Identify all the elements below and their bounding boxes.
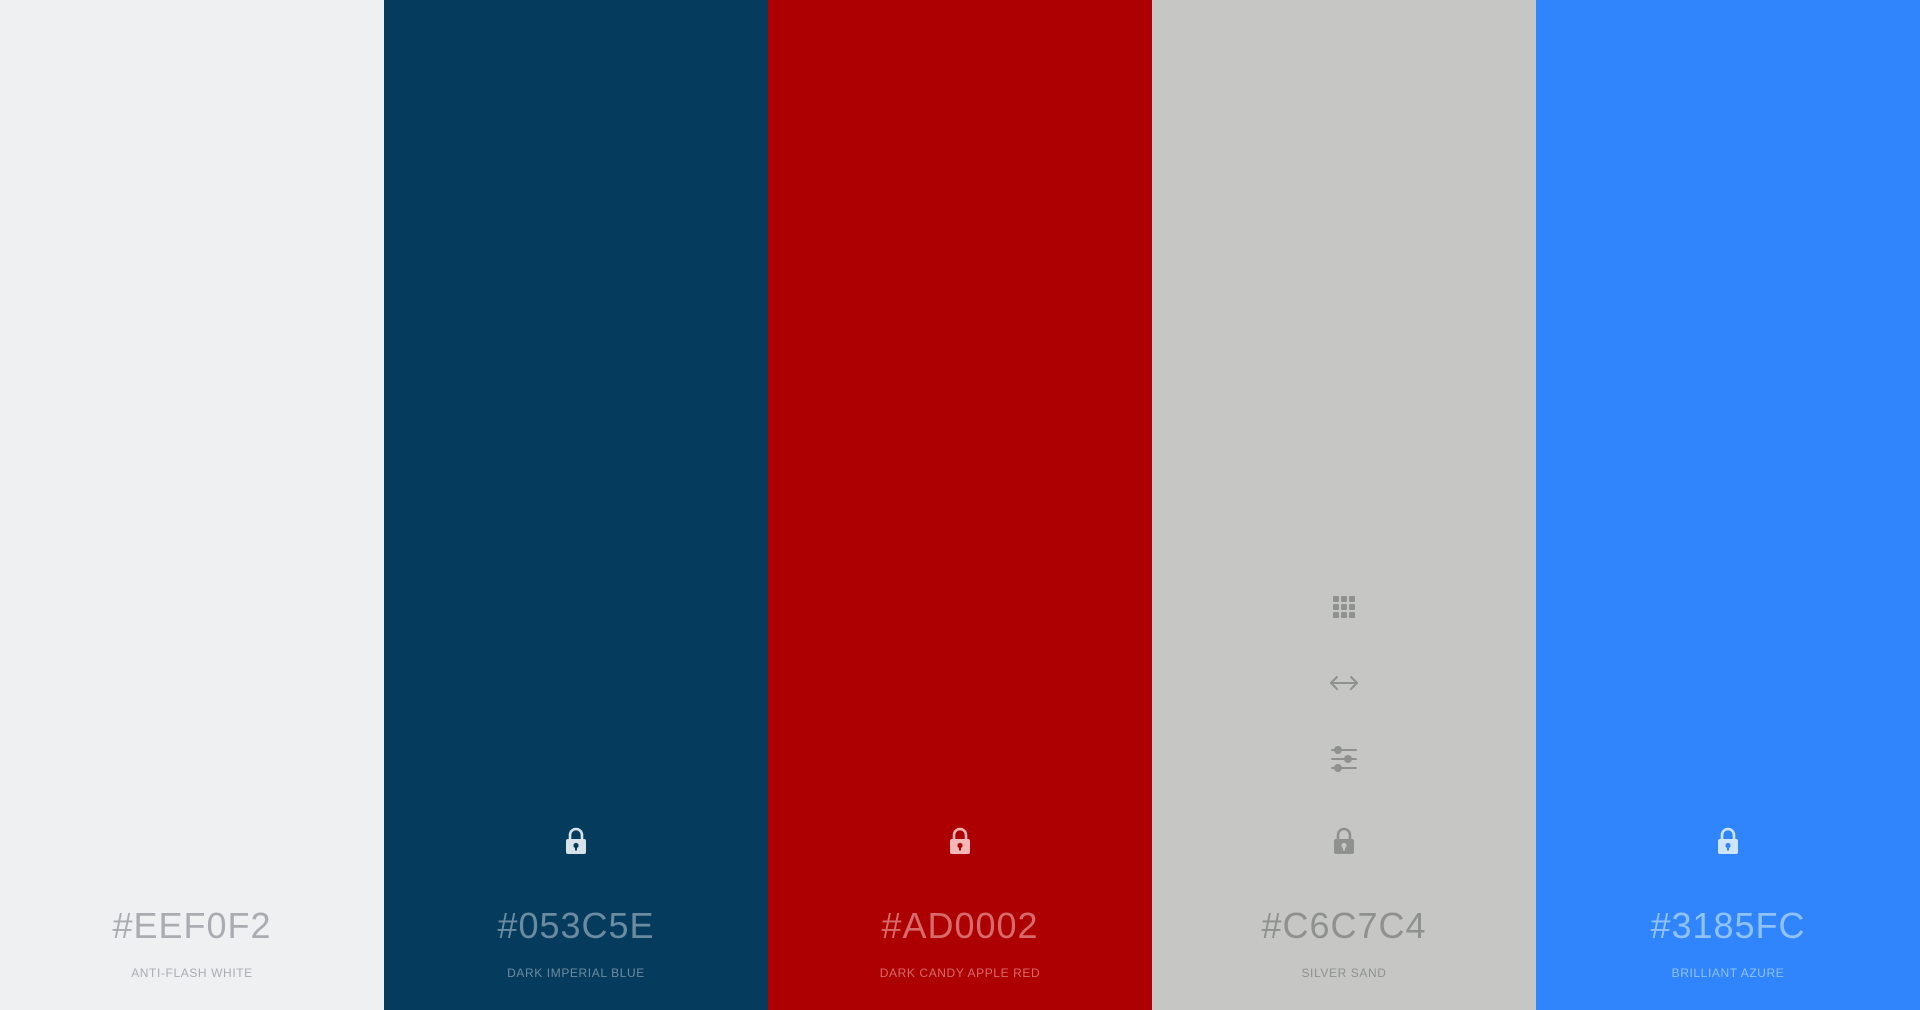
grid-button[interactable]: [1327, 590, 1361, 624]
adjust-button[interactable]: [1327, 742, 1361, 776]
lock-button[interactable]: [1327, 824, 1361, 858]
lock-icon: [565, 827, 587, 855]
swatch-3[interactable]: #AD0002 DARK CANDY APPLE RED: [768, 0, 1152, 1010]
swatch-5[interactable]: #3185FC BRILLIANT AZURE: [1536, 0, 1920, 1010]
color-name[interactable]: DARK IMPERIAL BLUE: [507, 966, 645, 980]
swatch-tools: [1324, 590, 1364, 776]
lock-icon: [1717, 827, 1739, 855]
swatch-2[interactable]: #053C5E DARK IMPERIAL BLUE: [384, 0, 768, 1010]
hex-code[interactable]: #3185FC: [1650, 905, 1806, 946]
drag-button[interactable]: [1327, 666, 1361, 700]
lock-icon: [1333, 827, 1355, 855]
hex-code[interactable]: #C6C7C4: [1261, 905, 1427, 946]
lock-icon: [949, 827, 971, 855]
grid-icon: [1333, 596, 1355, 618]
color-name[interactable]: SILVER SAND: [1301, 966, 1387, 980]
color-name[interactable]: DARK CANDY APPLE RED: [879, 966, 1041, 980]
hex-code[interactable]: #EEF0F2: [112, 905, 272, 946]
swatch-4[interactable]: #C6C7C4 SILVER SAND: [1152, 0, 1536, 1010]
lock-button[interactable]: [1711, 824, 1745, 858]
drag-icon: [1329, 675, 1359, 691]
sliders-icon: [1330, 745, 1358, 773]
lock-button[interactable]: [943, 824, 977, 858]
color-name[interactable]: ANTI-FLASH WHITE: [131, 966, 253, 980]
hex-code[interactable]: #053C5E: [497, 905, 655, 946]
color-name[interactable]: BRILLIANT AZURE: [1671, 966, 1785, 980]
lock-button[interactable]: [559, 824, 593, 858]
swatch-1[interactable]: #EEF0F2 ANTI-FLASH WHITE: [0, 0, 384, 1010]
hex-code[interactable]: #AD0002: [881, 905, 1039, 946]
